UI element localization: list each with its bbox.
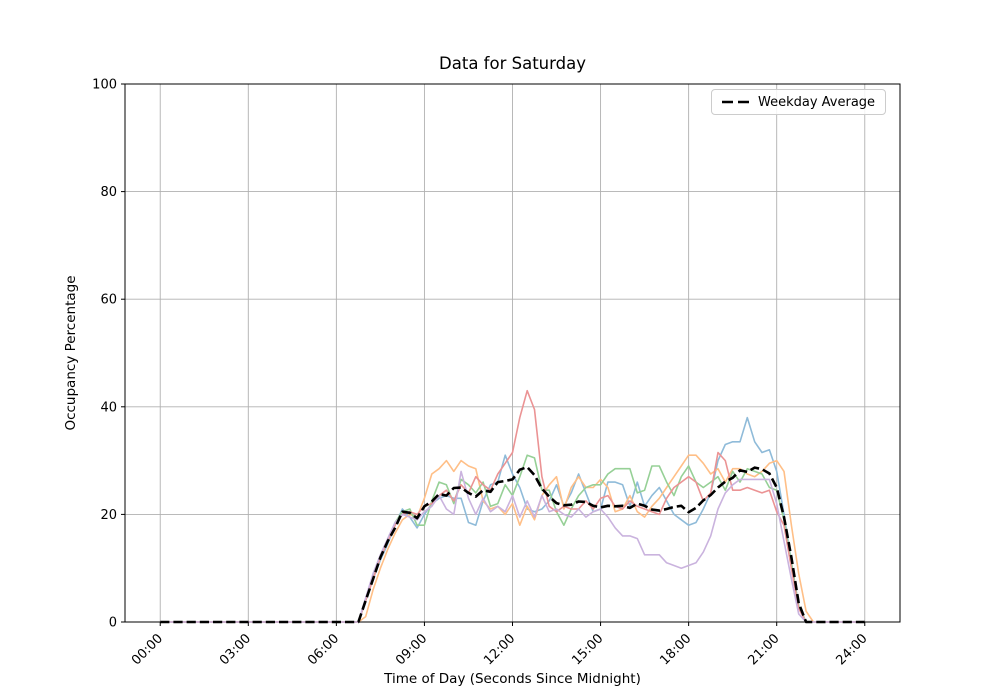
x-tick-label: 21:00 <box>745 631 782 668</box>
x-tick-label: 06:00 <box>305 631 342 668</box>
x-axis-label: Time of Day (Seconds Since Midnight) <box>384 671 641 687</box>
y-tick-label: 80 <box>100 185 117 200</box>
legend-entry-label: Weekday Average <box>758 94 876 110</box>
series-lines <box>160 389 865 624</box>
x-tick-label: 18:00 <box>657 631 694 668</box>
x-tick-label: 03:00 <box>217 631 254 668</box>
chart-title: Data for Saturday <box>439 54 586 73</box>
x-tick-labels: 00:00 03:00 06:00 09:00 12:00 15:00 18:00 21:00… <box>129 631 871 668</box>
gridlines <box>125 83 900 623</box>
y-tick-label: 60 <box>100 293 117 308</box>
legend-dashed-line-icon <box>722 100 749 104</box>
y-tick-label: 40 <box>100 400 117 415</box>
x-tick-label: 00:00 <box>129 631 166 668</box>
series-line-Weekday Average <box>160 465 865 624</box>
x-tick-label: 24:00 <box>834 631 871 668</box>
legend: Weekday Average <box>711 89 887 115</box>
y-tick-label: 20 <box>100 508 117 523</box>
y-tick-label: 100 <box>92 78 117 93</box>
tick-marks <box>121 83 866 626</box>
x-tick-label: 15:00 <box>569 631 606 668</box>
y-tick-labels: 0 20 40 60 80 100 <box>92 78 117 631</box>
x-tick-label: 12:00 <box>481 631 518 668</box>
y-axis-label: Occupancy Percentage <box>63 275 79 431</box>
x-tick-label: 09:00 <box>393 631 430 668</box>
y-tick-label: 0 <box>109 616 117 631</box>
series-line-saturday-week-5 <box>160 470 865 623</box>
